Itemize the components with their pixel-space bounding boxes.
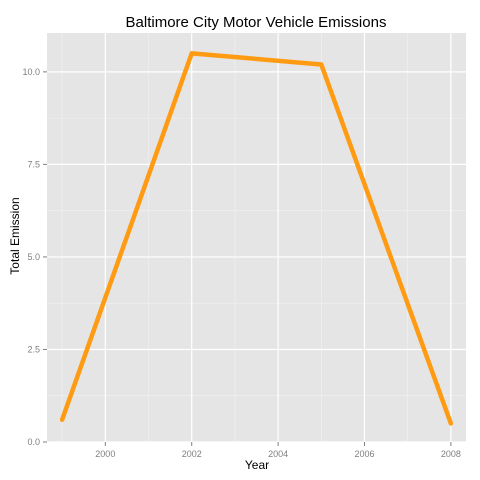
major-grid [47,33,466,443]
data-points [59,51,454,426]
plot-panel [47,33,466,442]
data-point [189,51,194,56]
y-tick-label: 10.0 [22,67,40,77]
y-tick-label: 5.0 [27,252,40,262]
series-line [59,51,453,425]
y-tick-label: 7.5 [27,159,40,169]
chart-title: Baltimore City Motor Vehicle Emissions [126,14,387,31]
x-tick-label: 2006 [354,449,374,459]
x-tick-label: 2008 [441,449,461,459]
y-axis-title: Total Emission [8,197,22,274]
minor-grid [47,33,466,442]
x-tick-label: 2002 [182,449,202,459]
x-tick-label: 2004 [268,449,288,459]
data-point [448,421,454,426]
y-tick-label: 2.5 [27,344,40,354]
x-tick-label: 2000 [95,449,115,459]
x-axis-ticks: 2000 2002 2004 2006 2008 [95,442,461,459]
y-axis-ticks: 0.0 2.5 5.0 7.5 10.0 [22,67,47,447]
x-axis-title: Year [245,458,269,472]
data-point [319,62,324,67]
data-point [59,417,65,422]
y-tick-label: 0.0 [27,437,40,447]
